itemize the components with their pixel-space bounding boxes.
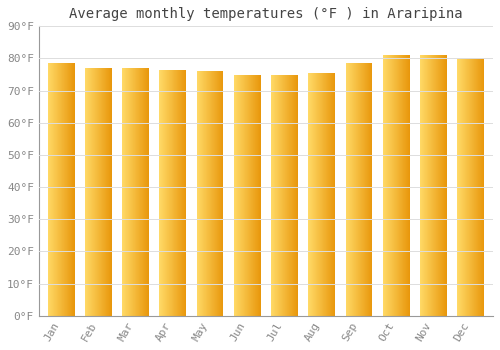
Title: Average monthly temperatures (°F ) in Araripina: Average monthly temperatures (°F ) in Ar… <box>69 7 462 21</box>
